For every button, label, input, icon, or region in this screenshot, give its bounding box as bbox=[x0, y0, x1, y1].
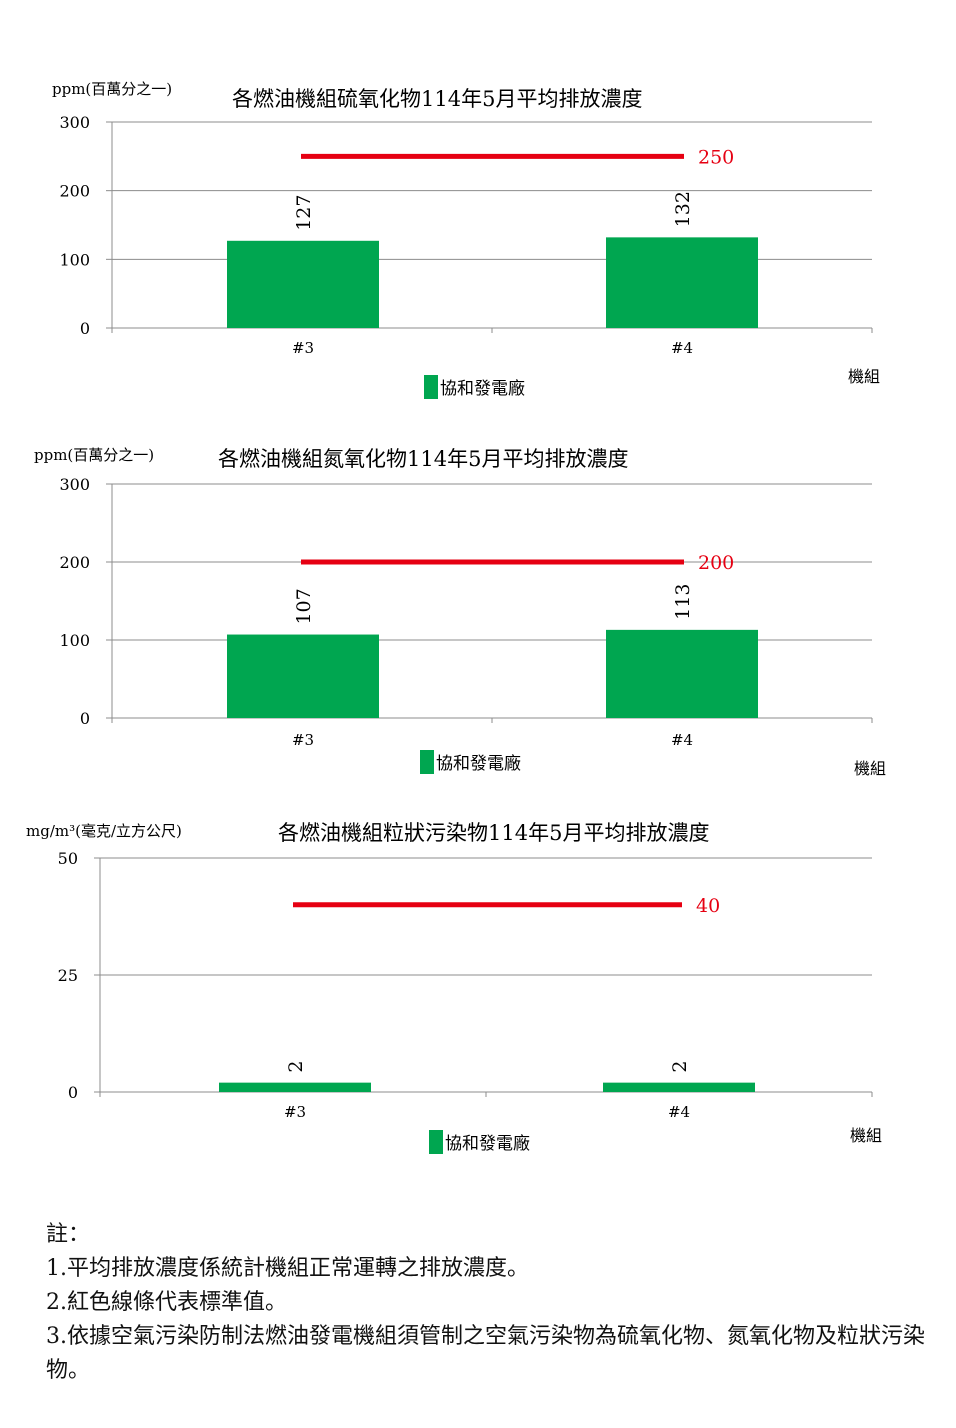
data-label: 2 bbox=[669, 1061, 691, 1073]
bar bbox=[219, 1082, 371, 1092]
y-tick-label: 300 bbox=[59, 113, 90, 132]
standard-value-label: 200 bbox=[698, 552, 734, 574]
note-item-2: 2.紅色線條代表標準值。 bbox=[46, 1290, 287, 1315]
y-tick-label: 100 bbox=[59, 250, 90, 269]
chart-title: 各燃油機組氮氧化物114年5月平均排放濃度 bbox=[218, 447, 628, 471]
chart-svg: ppm(百萬分之一) 各燃油機組硫氧化物114年5月平均排放濃度 0 100 200 30… bbox=[52, 80, 880, 399]
sulfur-oxides-chart: ppm(百萬分之一) 各燃油機組硫氧化物114年5月平均排放濃度 0 100 200 30… bbox=[0, 70, 956, 410]
bar bbox=[603, 1082, 755, 1092]
y-tick-label: 25 bbox=[58, 966, 78, 985]
x-tick-label: #4 bbox=[671, 339, 693, 357]
legend-swatch bbox=[429, 1130, 443, 1154]
y-tick-label: 200 bbox=[59, 553, 90, 572]
x-tick-label: #3 bbox=[292, 339, 314, 357]
nitrogen-oxides-chart: ppm(百萬分之一) 各燃油機組氮氧化物114年5月平均排放濃度 0 100 200 30… bbox=[0, 436, 956, 786]
y-axis-label: ppm(百萬分之一) bbox=[52, 80, 172, 98]
chart-svg: mg/m³(毫克/立方公尺) 各燃油機組粒狀污染物114年5月平均排放濃度 0 25 5… bbox=[26, 821, 882, 1154]
chart-title: 各燃油機組硫氧化物114年5月平均排放濃度 bbox=[232, 87, 642, 111]
particulate-matter-chart: mg/m³(毫克/立方公尺) 各燃油機組粒狀污染物114年5月平均排放濃度 0 25 5… bbox=[0, 812, 956, 1172]
chart-svg: ppm(百萬分之一) 各燃油機組氮氧化物114年5月平均排放濃度 0 100 200 30… bbox=[34, 446, 886, 778]
y-tick-label: 300 bbox=[59, 475, 90, 494]
bar bbox=[606, 237, 758, 328]
x-tick-label: #3 bbox=[292, 731, 314, 749]
note-item-1: 1.平均排放濃度係統計機組正常運轉之排放濃度。 bbox=[46, 1256, 529, 1281]
x-tick-label: #4 bbox=[668, 1103, 690, 1121]
x-axis-label: 機組 bbox=[848, 367, 880, 386]
x-tick-label: #4 bbox=[671, 731, 693, 749]
data-label: 113 bbox=[672, 584, 694, 620]
notes-section: 註： 1.平均排放濃度係統計機組正常運轉之排放濃度。 2.紅色線條代表標準值。 … bbox=[46, 1218, 926, 1388]
y-tick-label: 100 bbox=[59, 631, 90, 650]
legend-label: 協和發電廠 bbox=[440, 378, 525, 399]
legend-swatch bbox=[424, 375, 438, 399]
standard-value-label: 250 bbox=[698, 146, 734, 168]
x-tick-label: #3 bbox=[284, 1103, 306, 1121]
data-label: 127 bbox=[293, 195, 315, 231]
x-axis-label: 機組 bbox=[850, 1126, 882, 1145]
data-label: 107 bbox=[293, 588, 315, 624]
x-axis-label: 機組 bbox=[854, 759, 886, 778]
y-tick-label: 50 bbox=[58, 849, 78, 868]
bar bbox=[227, 634, 379, 718]
y-tick-label: 0 bbox=[68, 1083, 78, 1102]
bar bbox=[227, 240, 379, 328]
data-label: 132 bbox=[672, 191, 694, 227]
y-axis-label: mg/m³(毫克/立方公尺) bbox=[26, 822, 182, 840]
legend-label: 協和發電廠 bbox=[436, 753, 521, 774]
chart-title: 各燃油機組粒狀污染物114年5月平均排放濃度 bbox=[278, 821, 709, 845]
note-item-3: 3.依據空氣污染防制法燃油發電機組須管制之空氣污染物為硫氧化物、氮氧化物及粒狀污… bbox=[46, 1324, 925, 1383]
y-tick-label: 0 bbox=[80, 319, 90, 338]
notes-heading: 註： bbox=[46, 1222, 91, 1247]
legend-label: 協和發電廠 bbox=[445, 1133, 530, 1154]
bar bbox=[606, 629, 758, 718]
data-label: 2 bbox=[285, 1061, 307, 1073]
y-tick-label: 200 bbox=[59, 182, 90, 201]
legend-swatch bbox=[420, 750, 434, 774]
y-tick-label: 0 bbox=[80, 709, 90, 728]
y-axis-label: ppm(百萬分之一) bbox=[34, 446, 154, 464]
standard-value-label: 40 bbox=[696, 895, 720, 917]
